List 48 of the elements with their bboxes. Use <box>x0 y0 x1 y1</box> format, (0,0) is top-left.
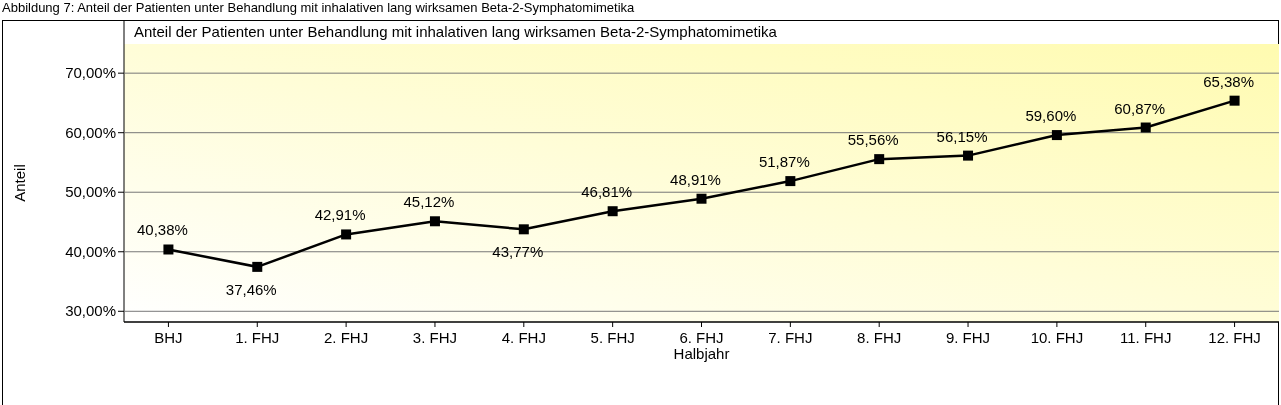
point <box>874 154 885 165</box>
x-tick-label: 8. FHJ <box>857 329 902 346</box>
x-tick-label: 12. FHJ <box>1208 329 1261 346</box>
x-tick-label: 11. FHJ <box>1120 329 1172 346</box>
data-label: 48,91% <box>670 170 721 188</box>
data-label: 46,81% <box>581 183 633 201</box>
chart-title: Abbildung 7: Anteil der Patienten unter Behandlung mit inhalativen lang wirksamen Beta-2-Symphatomimetika <box>2 0 636 15</box>
x-tick-label: 3. FHJ <box>412 329 458 346</box>
y-tick-label: 40,00% <box>65 242 116 260</box>
chart-subtitle: Anteil der Patienten unter Behandlung mit inhalativen lang wirksamen Beta-2-Symphatomimetika <box>134 23 778 40</box>
data-label: 43,77% <box>492 243 544 261</box>
point <box>1140 122 1151 133</box>
data-label: 42,91% <box>314 206 366 224</box>
point <box>1229 95 1240 106</box>
y-tick-label: 60,00% <box>65 123 116 141</box>
data-label: 60,87% <box>1114 99 1166 117</box>
x-tick-label: BHJ <box>154 329 183 346</box>
point <box>963 150 974 161</box>
point <box>607 206 618 217</box>
data-label: 56,15% <box>936 127 988 145</box>
point <box>341 229 352 240</box>
point <box>429 216 440 227</box>
data-label: 59,60% <box>1025 107 1077 125</box>
y-axis-title: Anteil <box>11 164 28 202</box>
point <box>518 224 529 235</box>
y-tick-label: 30,00% <box>65 302 116 320</box>
x-tick-label: 1. FHJ <box>235 329 280 346</box>
x-tick-label: 7. FHJ <box>768 329 813 346</box>
y-tick-label: 70,00% <box>65 64 116 82</box>
point <box>696 193 707 204</box>
x-tick-label: 2. FHJ <box>324 329 369 346</box>
x-tick-label: 6. FHJ <box>679 329 724 346</box>
point <box>252 261 263 272</box>
point <box>1051 130 1062 141</box>
data-label: 65,38% <box>1203 72 1255 90</box>
point <box>163 244 174 255</box>
data-label: 45,12% <box>403 193 455 211</box>
data-label: 40,38% <box>136 221 188 239</box>
x-tick-label: 10. FHJ <box>1030 329 1084 346</box>
x-tick-label: 4. FHJ <box>501 329 546 346</box>
point <box>785 176 796 187</box>
data-label: 51,87% <box>758 153 810 171</box>
x-axis-title: Halbjahr <box>673 345 730 362</box>
x-tick-label: 9. FHJ <box>945 329 991 346</box>
data-label: 55,56% <box>847 131 899 149</box>
data-label: 37,46% <box>225 280 277 298</box>
x-tick-label: 5. FHJ <box>590 329 635 346</box>
y-tick-label: 50,00% <box>65 183 116 201</box>
